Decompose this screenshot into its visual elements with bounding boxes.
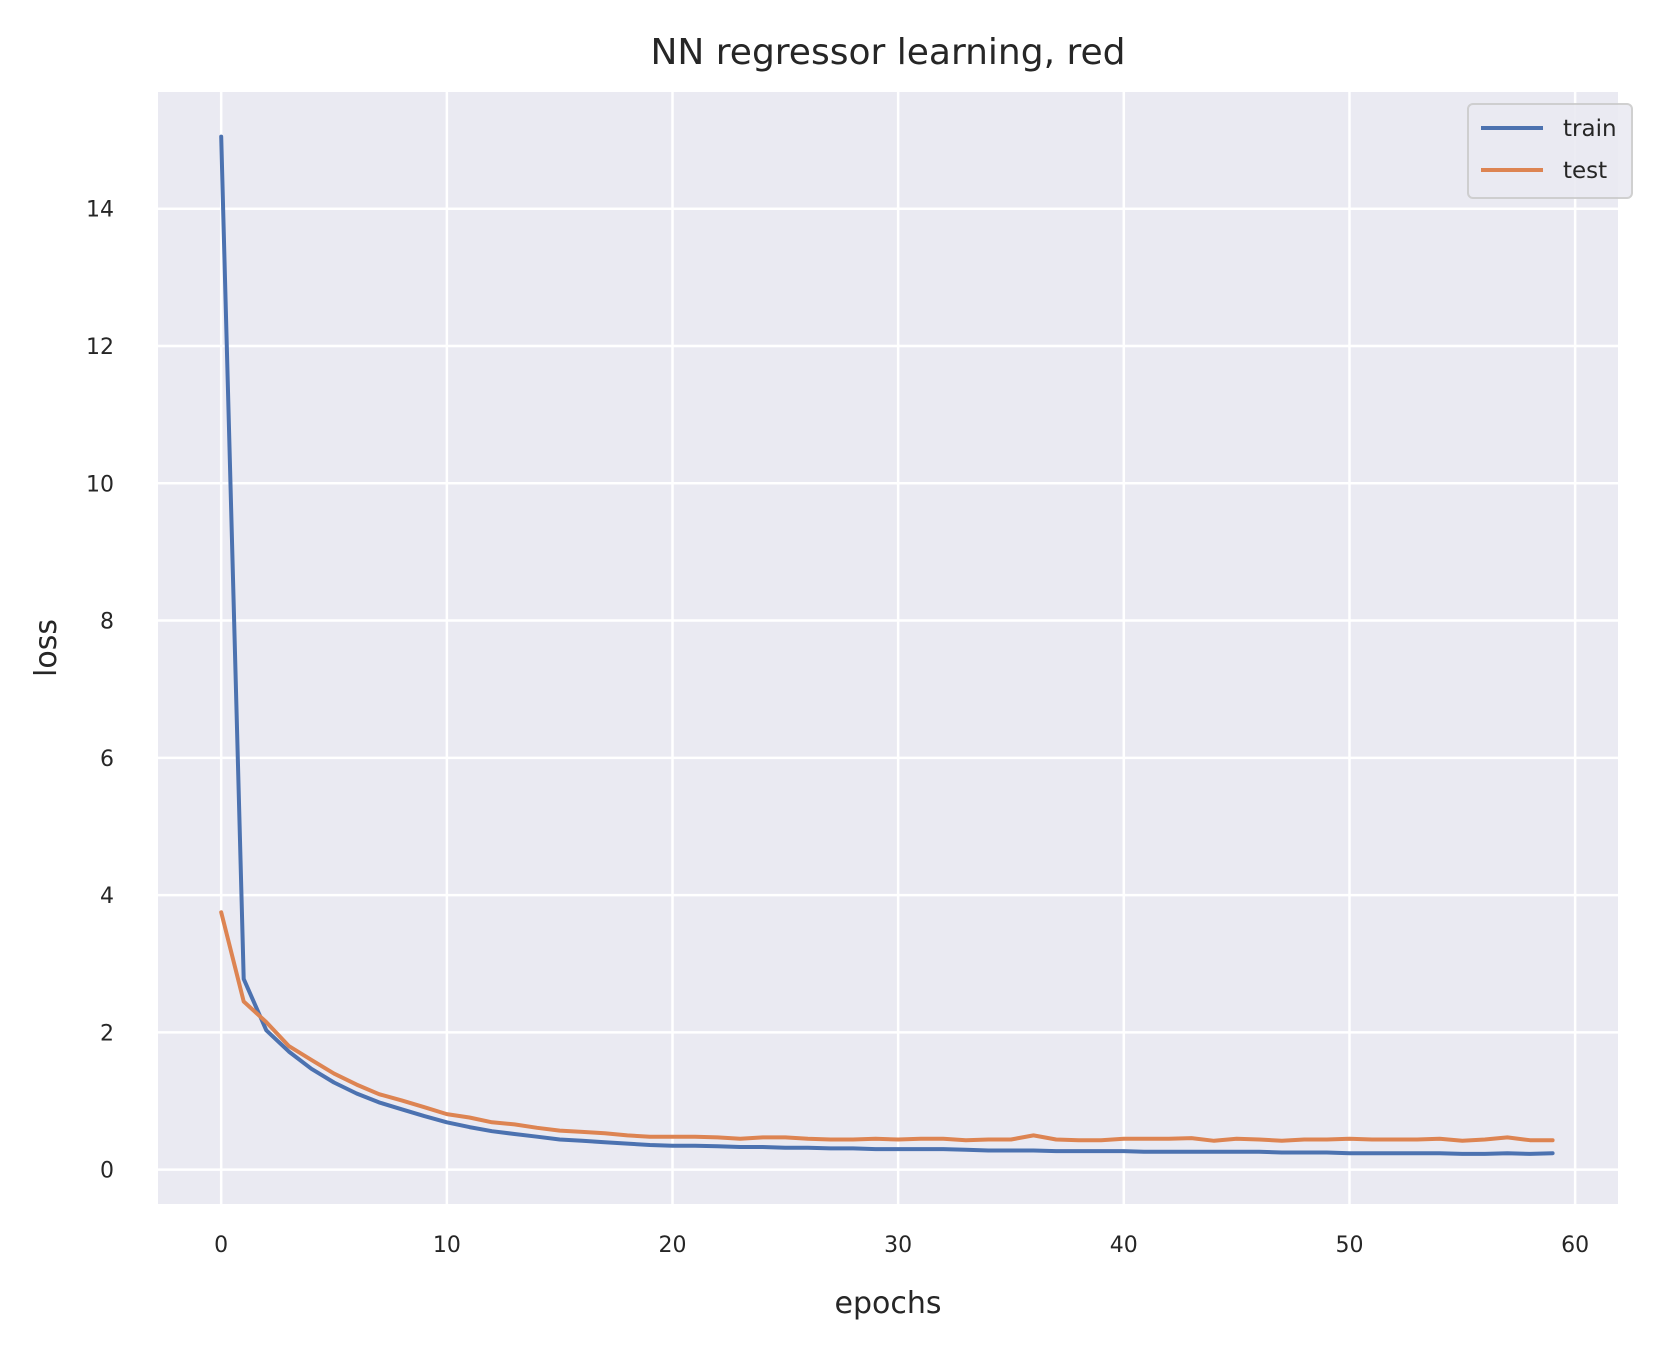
x-tick-label-0: 0 bbox=[214, 1233, 228, 1258]
x-tick-label-60: 60 bbox=[1561, 1233, 1589, 1258]
legend: train test bbox=[1467, 103, 1633, 199]
x-tick-labels: 0 10 20 30 40 50 60 bbox=[214, 1233, 1589, 1258]
x-tick-label-40: 40 bbox=[1110, 1233, 1138, 1258]
y-tick-label-0: 0 bbox=[100, 1159, 114, 1184]
x-tick-label-50: 50 bbox=[1335, 1233, 1363, 1258]
series-line-test bbox=[219, 910, 1555, 1143]
y-tick-label-10: 10 bbox=[86, 472, 114, 497]
y-tick-label-6: 6 bbox=[100, 747, 114, 772]
y-tick-label-4: 4 bbox=[100, 884, 114, 909]
y-tick-label-8: 8 bbox=[100, 610, 114, 635]
x-tick-label-20: 20 bbox=[658, 1233, 686, 1258]
y-tick-label-14: 14 bbox=[86, 198, 114, 223]
y-tick-label-12: 12 bbox=[86, 335, 114, 360]
x-tick-label-10: 10 bbox=[433, 1233, 461, 1258]
x-axis-label: epochs bbox=[835, 1286, 942, 1321]
y-axis-label: loss bbox=[29, 619, 64, 677]
series-line-train bbox=[219, 134, 1555, 1156]
y-tick-label-2: 2 bbox=[100, 1021, 114, 1046]
chart-title: NN regressor learning, red bbox=[650, 32, 1125, 73]
grid bbox=[158, 92, 1618, 1204]
legend-label-train: train bbox=[1563, 116, 1617, 142]
x-tick-label-30: 30 bbox=[884, 1233, 912, 1258]
y-tick-labels: 0 2 4 6 8 10 12 14 bbox=[86, 198, 114, 1184]
legend-label-test: test bbox=[1563, 158, 1607, 184]
plot-background bbox=[158, 92, 1618, 1204]
series-lines bbox=[219, 134, 1555, 1156]
